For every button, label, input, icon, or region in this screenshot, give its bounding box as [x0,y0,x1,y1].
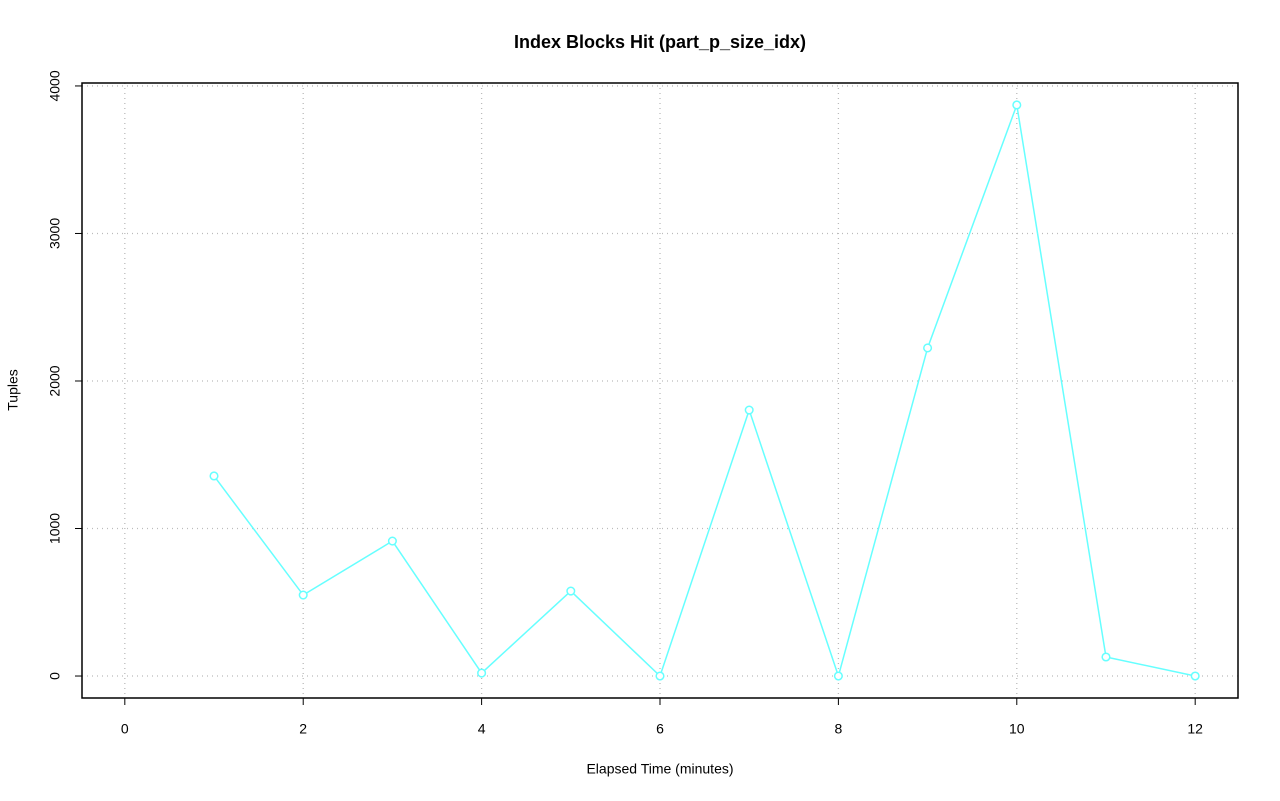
y-tick-label: 4000 [47,70,63,101]
x-tick-label: 12 [1187,721,1203,737]
data-point [1012,100,1022,110]
x-tick-label: 8 [834,721,842,737]
y-axis-label: Tuples [5,369,21,411]
x-tick-label: 10 [1009,721,1025,737]
data-point [655,671,665,681]
y-tick-label: 2000 [47,365,63,396]
plot-frame [81,82,1239,699]
x-axis-label: Elapsed Time (minutes) [586,761,733,777]
data-point [923,343,933,353]
data-point [566,586,576,596]
data-point [298,590,308,600]
series-line [213,102,1196,679]
x-tick-label: 2 [299,721,307,737]
data-point [387,536,397,546]
y-tick-label: 3000 [47,218,63,249]
y-tick-label: 1000 [47,513,63,544]
data-point [1190,671,1200,681]
data-point [744,405,754,415]
x-tick-label: 4 [478,721,486,737]
data-point [477,668,487,678]
data-point [1101,652,1111,662]
chart-title: Index Blocks Hit (part_p_size_idx) [514,32,806,52]
y-tick-label: 0 [47,672,63,680]
x-tick-label: 6 [656,721,664,737]
data-point [833,671,843,681]
data-point [209,471,219,481]
x-tick-label: 0 [121,721,129,737]
